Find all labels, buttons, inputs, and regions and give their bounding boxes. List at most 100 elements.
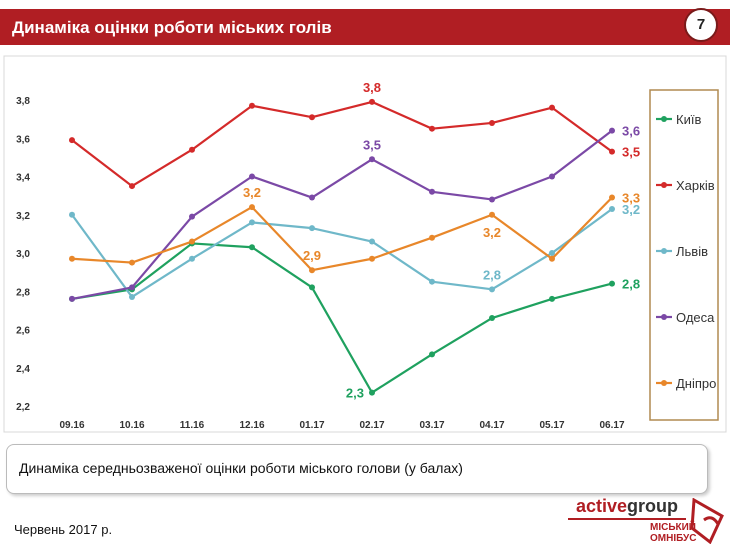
data-label: 2,9: [303, 248, 321, 263]
data-point: [369, 255, 375, 262]
data-point: [249, 173, 255, 180]
data-point: [189, 255, 195, 262]
data-point: [189, 238, 195, 245]
x-tick-label: 12.16: [239, 420, 264, 431]
data-point: [549, 250, 555, 256]
series-line-2: [71, 208, 613, 299]
data-point: [489, 211, 495, 218]
legend-label: Львів: [676, 244, 708, 259]
data-point: [69, 211, 75, 218]
brand-logo: activegroup: [576, 496, 678, 517]
omnibus-logo-text: МІСЬКИЙ ОМНІБУС: [650, 522, 697, 544]
data-point: [309, 284, 315, 291]
data-point: [309, 267, 315, 274]
data-label: 3,6: [622, 124, 640, 139]
data-point: [489, 119, 495, 126]
y-tick-label: 3,6: [16, 134, 30, 145]
x-tick-label: 11.16: [180, 420, 205, 431]
data-point: [309, 225, 315, 232]
data-point: [129, 284, 135, 291]
data-point: [609, 127, 615, 134]
data-point: [69, 255, 75, 262]
series-line-0: [71, 242, 613, 394]
data-label: 2,8: [483, 267, 501, 282]
data-point: [429, 125, 435, 132]
x-tick-label: 09.16: [59, 420, 84, 431]
x-tick-label: 02.17: [359, 420, 384, 431]
series-line-1: [71, 100, 613, 188]
data-point: [429, 234, 435, 241]
page-title: Динаміка оцінки роботи міських голів: [12, 18, 332, 37]
data-point: [189, 146, 195, 153]
data-point: [69, 295, 75, 302]
data-point: [609, 148, 615, 155]
legend-marker: [661, 248, 667, 254]
data-label: 3,8: [363, 80, 381, 95]
data-point: [69, 137, 75, 144]
legend-marker: [661, 380, 667, 386]
omnibus-line1: МІСЬКИЙ: [650, 522, 696, 533]
data-point: [369, 238, 375, 245]
caption-box: Динаміка середньозваженої оцінки роботи …: [6, 444, 708, 494]
data-label: 3,2: [622, 202, 640, 217]
data-point: [549, 104, 555, 111]
y-tick-label: 3,4: [16, 173, 30, 184]
data-point: [429, 278, 435, 285]
data-label: 2,3: [346, 386, 364, 401]
data-point: [609, 194, 615, 201]
y-tick-label: 2,4: [16, 364, 30, 375]
page-number-badge: 7: [684, 8, 718, 42]
data-point: [189, 213, 195, 220]
x-tick-label: 01.17: [299, 420, 324, 431]
data-label: 3,5: [622, 145, 640, 160]
data-point: [249, 102, 255, 109]
data-point: [129, 259, 135, 266]
legend-label: Одеса: [676, 310, 715, 325]
omnibus-line2: ОМНІБУС: [650, 533, 697, 544]
x-tick-label: 03.17: [419, 420, 444, 431]
x-tick-label: 06.17: [599, 420, 624, 431]
data-point: [489, 286, 495, 293]
legend-label: Київ: [676, 112, 701, 127]
data-point: [489, 196, 495, 203]
legend-marker: [661, 314, 667, 320]
data-point: [609, 280, 615, 287]
x-tick-label: 10.16: [119, 420, 144, 431]
x-tick-label: 04.17: [479, 420, 504, 431]
y-tick-label: 2,6: [16, 326, 30, 337]
data-point: [249, 204, 255, 211]
data-point: [489, 315, 495, 322]
chart-area: 2,2 2,4 2,6 2,8 3,0 3,2 3,4 3,6 3,8 09.16 10.16 11.…: [0, 54, 730, 434]
data-label: 2,8: [622, 277, 640, 292]
footer-date: Червень 2017 р.: [14, 522, 113, 537]
y-tick-label: 3,0: [16, 249, 30, 260]
legend-marker: [661, 116, 667, 122]
brand-part1: active: [576, 496, 628, 516]
data-point: [369, 156, 375, 163]
legend-label: Дніпро: [676, 376, 716, 391]
data-point: [309, 114, 315, 121]
legend-marker: [661, 182, 667, 188]
line-chart: 2,2 2,4 2,6 2,8 3,0 3,2 3,4 3,6 3,8 09.16 10.16 11.…: [3, 55, 727, 433]
data-label: 3,5: [363, 137, 381, 152]
omnibus-logo-icon: [690, 498, 724, 544]
data-point: [249, 219, 255, 226]
series-line-4: [71, 196, 613, 272]
data-point: [249, 244, 255, 251]
legend-box: [649, 89, 719, 421]
data-label: 3,2: [483, 225, 501, 240]
title-bar: Динаміка оцінки роботи міських голів: [0, 9, 730, 45]
x-tick-label: 05.17: [539, 420, 564, 431]
data-point: [309, 194, 315, 201]
data-point: [429, 351, 435, 358]
chart-caption: Динаміка середньозваженої оцінки роботи …: [19, 460, 463, 476]
data-point: [429, 188, 435, 195]
y-tick-label: 2,8: [16, 287, 30, 298]
data-point: [369, 98, 375, 105]
data-point: [609, 206, 615, 213]
data-point: [369, 389, 375, 396]
y-tick-label: 3,2: [16, 211, 30, 222]
y-tick-label: 2,2: [16, 402, 30, 413]
data-label: 3,2: [243, 185, 261, 200]
data-point: [549, 295, 555, 302]
